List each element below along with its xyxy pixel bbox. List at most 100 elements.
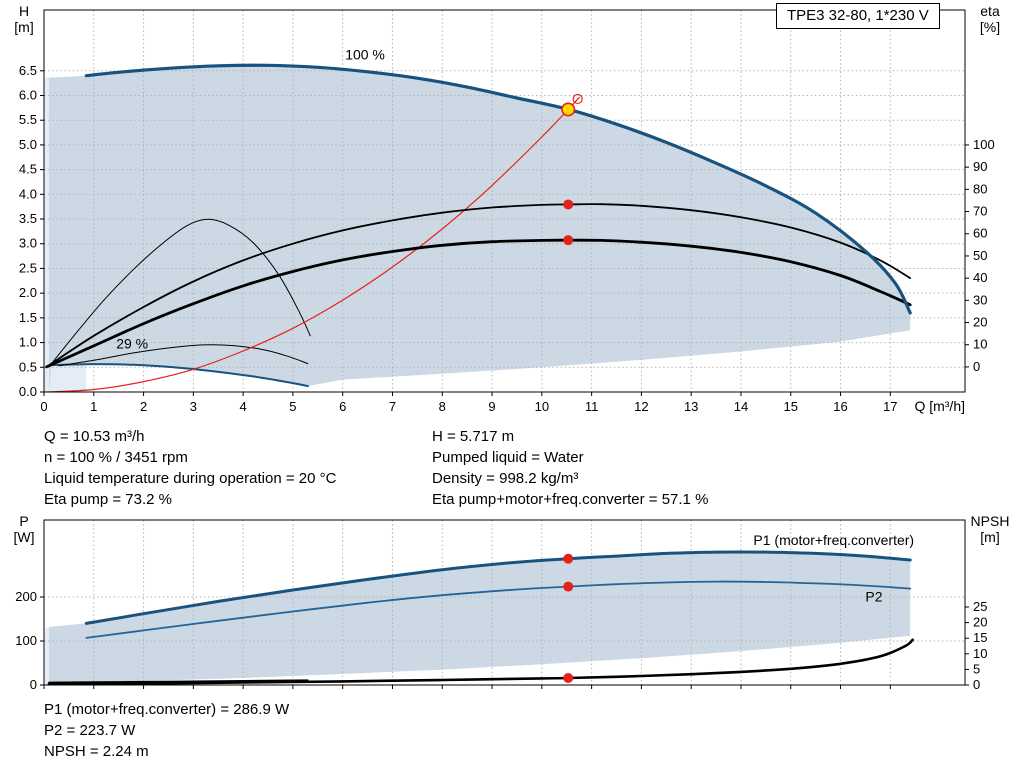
x-tick-label: 7 [389, 399, 396, 414]
x-tick-label: 14 [734, 399, 748, 414]
x-tick-label: 5 [289, 399, 296, 414]
y-left-tick-label: 6.5 [19, 63, 37, 78]
curve-eta-total [45, 238, 912, 369]
y-right-axis-title: eta [980, 3, 1000, 19]
x-tick-label: 13 [684, 399, 698, 414]
p2-point [563, 581, 574, 592]
info-pumped-liquid: Pumped liquid = Water [432, 449, 584, 466]
y-right-tick-label: 10 [973, 337, 987, 352]
info-head: H = 5.717 m [432, 428, 515, 445]
y-right-tick-label: 30 [973, 292, 987, 307]
info-eta-pump: Eta pump = 73.2 % [44, 491, 172, 508]
y-right-tick-label: 100 [973, 137, 995, 152]
info-flow: Q = 10.53 m³/h [44, 428, 145, 445]
result-info-bottom: P1 (motor+freq.converter) = 286.9 W P2 =… [44, 699, 289, 762]
y-left-tick-label: 1.5 [19, 310, 37, 325]
y-right-tick-label: 40 [973, 270, 987, 285]
label-p1: P1 (motor+freq.converter) [753, 532, 914, 548]
power-npsh-chart: P1 (motor+freq.converter) P 20 100 200 051015… [14, 513, 1010, 692]
label-speed-29pct: 29 % [116, 336, 148, 352]
info-p2: P2 = 223.7 W [44, 722, 136, 739]
x-tick-label: 3 [190, 399, 197, 414]
y-left-tick-label: 5.0 [19, 137, 37, 152]
y-left-tick-label: 100 [15, 633, 37, 648]
label-p2: P2 [865, 588, 882, 604]
x-tick-label: 8 [439, 399, 446, 414]
x-tick-label: 6 [339, 399, 346, 414]
y-left-tick-label: 1.0 [19, 335, 37, 350]
eta-total-point [563, 235, 574, 246]
y-left-tick-label: 6.0 [19, 87, 37, 102]
plot-frame [43, 519, 966, 686]
y-right-tick-label: 50 [973, 248, 987, 263]
y-left-tick-label: 4.0 [19, 186, 37, 201]
curve-affinity-duty-line [43, 96, 580, 393]
pump-title: TPE3 32-80, 1*230 V [787, 7, 929, 24]
y-right-tick-label: 80 [973, 181, 987, 196]
info-density: Density = 998.2 kg/m³ [432, 470, 579, 487]
x-axis-title: Q [m³/h] [914, 398, 965, 414]
y-right-tick-label: 70 [973, 204, 987, 219]
curve-eta-pump [45, 203, 912, 368]
qh-eta-chart: 100 %29 %0 1 2 3 4 5 6 7 8 9 10 11 12 13 14 15 16 170.00.… [14, 3, 1000, 414]
y-right-tick-label: 15 [973, 630, 987, 645]
info-speed: n = 100 % / 3451 rpm [44, 449, 188, 466]
x-tick-label: 1 [90, 399, 97, 414]
y-left-tick-label: 0.5 [19, 359, 37, 374]
duty-point[interactable] [561, 102, 576, 117]
y-left-tick-label: 2.5 [19, 260, 37, 275]
curve-eta-total-29pct [58, 344, 309, 367]
y-right-tick-label: 0 [973, 677, 980, 692]
y-left-tick-label: 5.5 [19, 112, 37, 127]
requested-duty-point [572, 93, 583, 105]
y-left-tick-label: 4.5 [19, 162, 37, 177]
y-right-tick-label: 60 [973, 226, 987, 241]
curve-p1 [84, 550, 912, 625]
info-p1: P1 (motor+freq.converter) = 286.9 W [44, 701, 290, 718]
label-speed-100pct: 100 % [345, 46, 385, 62]
operating-range [49, 65, 911, 393]
x-tick-label: 10 [535, 399, 549, 414]
curve-eta-pump-29pct [48, 218, 311, 368]
y-right-tick-label: 90 [973, 159, 987, 174]
y-left-tick-label: 0.0 [19, 384, 37, 399]
p1-point [563, 553, 574, 564]
y-left-tick-label: 200 [15, 589, 37, 604]
curve-qh-100pct[interactable] [84, 63, 912, 315]
x-tick-label: 17 [883, 399, 897, 414]
y-right-axis-title: [m] [980, 529, 999, 545]
y-left-tick-label: 3.0 [19, 236, 37, 251]
y-right-axis-title: NPSH [971, 513, 1010, 529]
x-tick-label: 15 [784, 399, 798, 414]
y-left-tick-label: 3.5 [19, 211, 37, 226]
npsh-point [563, 673, 574, 684]
y-right-tick-label: 20 [973, 615, 987, 630]
info-eta-total: Eta pump+motor+freq.converter = 57.1 % [432, 491, 709, 508]
y-right-tick-label: 0 [973, 359, 980, 374]
pump-title-box: TPE3 32-80, 1*230 V [776, 3, 940, 29]
x-tick-label: 12 [634, 399, 648, 414]
result-info-left: Q = 10.53 m³/h n = 100 % / 3451 rpm Liqu… [44, 426, 336, 510]
y-right-tick-label: 5 [973, 661, 980, 676]
x-tick-label: 4 [240, 399, 247, 414]
eta-pump-point [563, 199, 574, 210]
y-right-tick-label: 25 [973, 599, 987, 614]
x-tick-label: 16 [833, 399, 847, 414]
x-tick-label: 2 [140, 399, 147, 414]
y-right-tick-label: 20 [973, 315, 987, 330]
curve-p2 [85, 580, 912, 639]
curve-p-29pct [48, 679, 309, 684]
y-right-tick-label: 10 [973, 646, 987, 661]
plot-frame [43, 9, 966, 393]
x-tick-label: 9 [488, 399, 495, 414]
info-npsh: NPSH = 2.24 m [44, 743, 149, 760]
x-tick-label: 0 [40, 399, 47, 414]
y-left-axis-title: [W] [14, 529, 35, 545]
power-range [49, 552, 911, 685]
y-left-axis-title: H [19, 3, 29, 19]
info-liquid-temperature: Liquid temperature during operation = 20… [44, 470, 337, 487]
y-left-axis-title: P [19, 513, 28, 529]
x-tick-label: 11 [585, 399, 599, 414]
